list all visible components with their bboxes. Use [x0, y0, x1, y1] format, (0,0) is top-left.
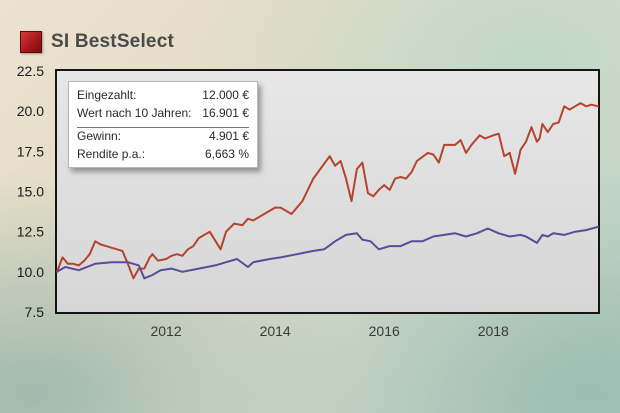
info-label: Eingezahlt: — [77, 88, 137, 102]
page-title: SI BestSelect — [51, 31, 174, 52]
x-tick-label: 2018 — [478, 323, 509, 339]
y-tick-label: 17.5 — [17, 143, 44, 159]
info-label: Gewinn: — [77, 129, 122, 143]
info-value: 6,663 % — [204, 147, 249, 161]
series-line-deposit — [56, 225, 599, 280]
x-tick-label: 2014 — [260, 323, 291, 339]
y-axis: 7.5 10.0 12.5 15.0 17.5 20.0 22.5 — [17, 63, 44, 320]
series-line-fund — [56, 102, 599, 280]
y-tick-label: 22.5 — [17, 63, 44, 79]
info-value: 12.000 € — [202, 88, 249, 102]
info-row-deposited: Eingezahlt: 12.000 € — [77, 88, 249, 102]
y-tick-label: 12.5 — [17, 224, 44, 240]
y-tick-label: 7.5 — [25, 304, 45, 320]
summary-box: Eingezahlt: 12.000 € Wert nach 10 Jahren… — [68, 81, 258, 168]
series-group — [56, 102, 599, 280]
info-label: Wert nach 10 Jahren: — [77, 106, 192, 120]
info-value: 16.901 € — [202, 106, 249, 120]
info-label: Rendite p.a.: — [77, 147, 146, 161]
x-tick-label: 2016 — [369, 323, 400, 339]
info-value: 4.901 € — [208, 129, 249, 143]
chart-header: SI BestSelect — [20, 30, 174, 54]
y-tick-label: 20.0 — [17, 103, 44, 119]
brand-square-icon — [20, 31, 42, 53]
x-tick-label: 2012 — [150, 323, 181, 339]
y-tick-label: 10.0 — [17, 264, 44, 280]
info-row-profit: Gewinn: 4.901 € — [77, 129, 249, 143]
info-divider — [77, 127, 249, 128]
info-row-value-after-10-years: Wert nach 10 Jahren: 16.901 € — [77, 106, 249, 120]
y-tick-label: 15.0 — [17, 184, 44, 200]
info-row-return-pa: Rendite p.a.: 6,663 % — [77, 147, 249, 161]
x-axis: 2012 2014 2016 2018 — [150, 323, 509, 339]
